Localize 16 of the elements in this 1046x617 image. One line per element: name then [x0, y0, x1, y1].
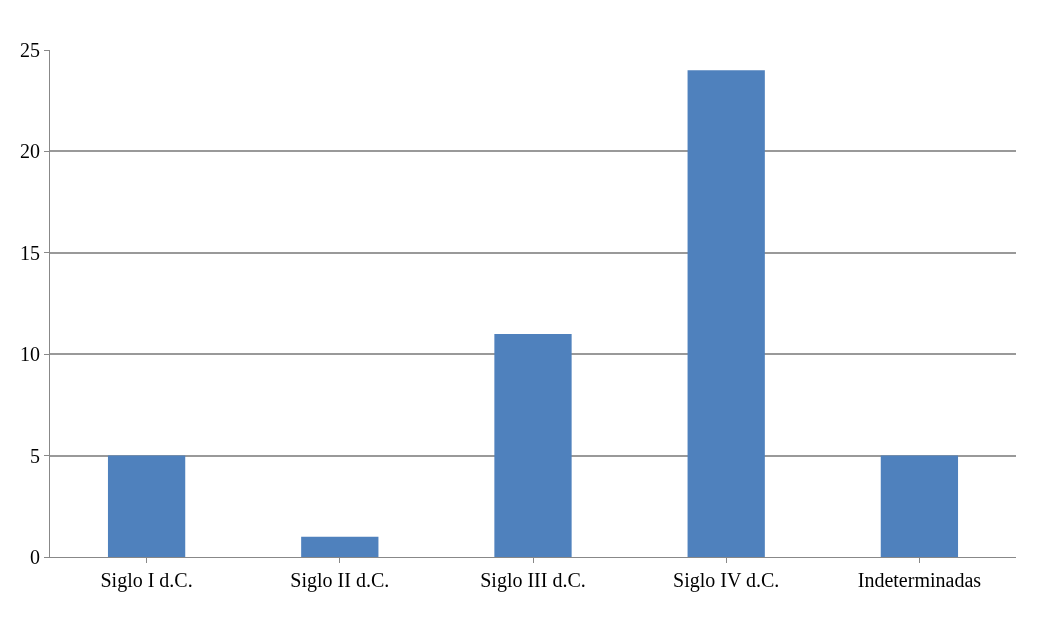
bar	[107, 455, 186, 557]
y-tick-label: 15	[20, 241, 40, 264]
x-tick-label: Siglo I d.C.	[100, 569, 193, 592]
x-tick-label: Siglo IV d.C.	[673, 569, 780, 592]
y-tick-label: 10	[20, 343, 40, 366]
bar	[494, 333, 572, 557]
bar	[880, 455, 959, 557]
x-tick-label: Siglo III d.C.	[480, 569, 586, 592]
y-tick-label: 20	[20, 140, 40, 163]
x-tick-label: Siglo II d.C.	[290, 569, 390, 592]
y-tick-label: 0	[30, 546, 40, 568]
y-tick-label: 5	[30, 444, 40, 467]
bar	[687, 70, 765, 557]
bar	[301, 536, 379, 557]
x-tick-label: Indeterminadas	[857, 569, 982, 591]
y-tick-label: 25	[20, 39, 40, 61]
